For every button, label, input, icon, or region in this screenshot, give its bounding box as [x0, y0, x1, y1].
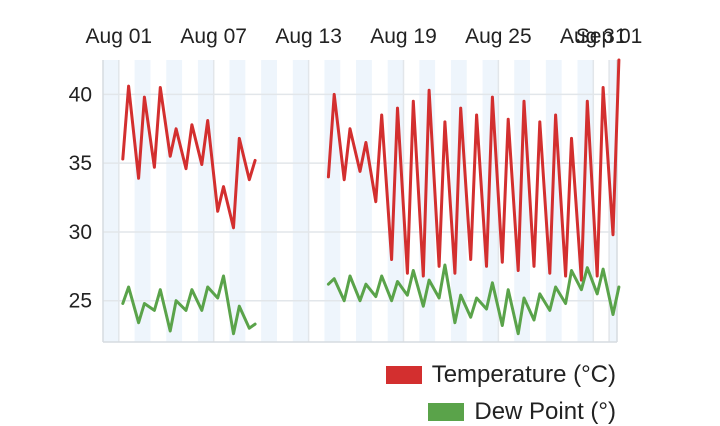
day-band [229, 60, 246, 342]
y-axis-ticks: 25 30 35 40 [69, 83, 92, 312]
series-layer [121, 58, 621, 336]
day-band [261, 60, 277, 342]
x-tick-label: Aug 25 [465, 25, 532, 48]
legend-swatch [428, 403, 465, 421]
x-axis-ticks: Aug 01 Aug 07 Aug 13 Aug 19 Aug 25 Aug 3… [86, 25, 643, 48]
day-band [166, 60, 183, 342]
y-tick-label: 40 [69, 83, 92, 106]
y-tick-label: 35 [69, 152, 92, 175]
series-line [326, 58, 621, 282]
y-tick-label: 30 [69, 221, 92, 244]
x-tick-label: Aug 19 [370, 25, 437, 48]
day-band [324, 60, 341, 342]
day-band [103, 60, 119, 342]
day-band [292, 60, 309, 342]
legend-swatch [385, 366, 422, 384]
legend-item-temperature[interactable]: Temperature (°C) [385, 361, 616, 389]
day-band [356, 60, 372, 342]
series-line [121, 84, 257, 230]
legend-label: Dew Point (°) [474, 398, 616, 425]
x-tick-label: Aug 07 [180, 25, 247, 48]
legend-label: Temperature (°C) [431, 361, 616, 388]
x-tick-label: Aug 31 [560, 25, 627, 48]
y-tick-label: 25 [69, 290, 92, 313]
series-line [121, 274, 257, 336]
x-tick-label: Aug 13 [275, 25, 342, 48]
day-band [514, 60, 531, 342]
series-line [326, 263, 621, 336]
x-tick-label: Sep 01 [576, 25, 643, 48]
x-tick-label: Aug 01 [86, 25, 153, 48]
day-band [134, 60, 151, 342]
legend-item-dew-point[interactable]: Dew Point (°) [428, 398, 616, 426]
